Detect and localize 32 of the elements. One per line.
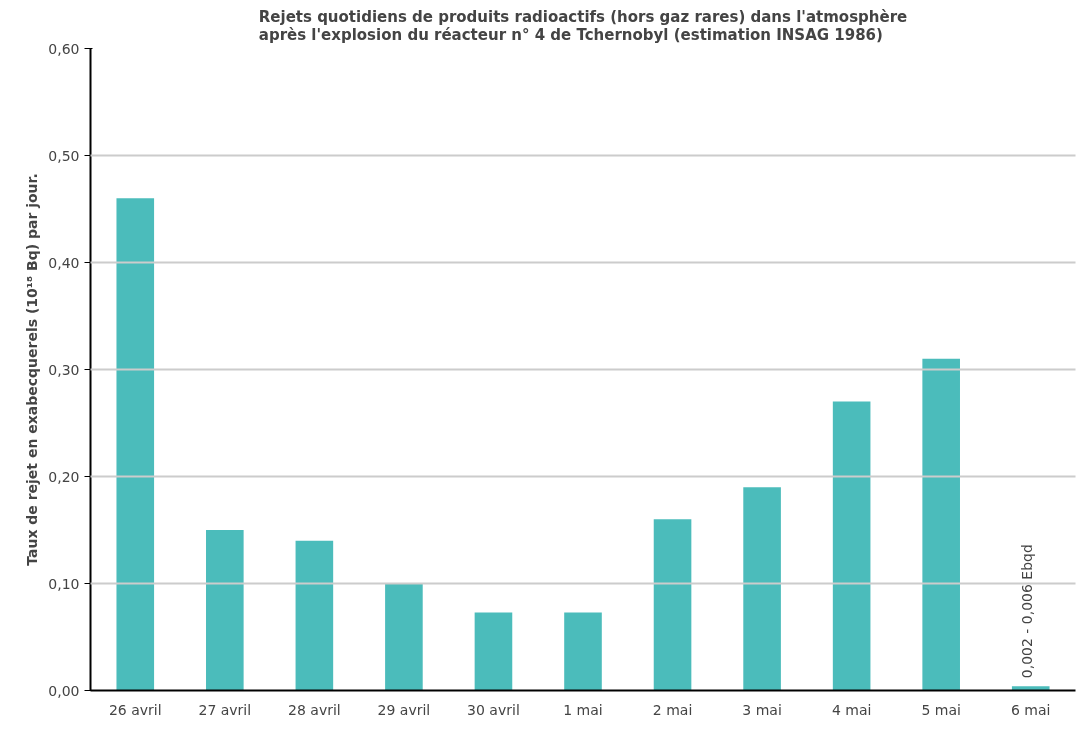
bar <box>922 358 960 691</box>
bar <box>653 519 692 691</box>
bar <box>385 583 423 691</box>
bar <box>206 530 244 691</box>
x-tick-label: 1 mai <box>563 701 603 718</box>
bar <box>295 540 334 691</box>
bar <box>116 198 155 691</box>
x-tick-label: 28 avril <box>288 701 341 718</box>
bar <box>743 487 781 691</box>
y-tick-label: 0,00 <box>48 682 80 699</box>
bar <box>564 612 602 691</box>
x-tick-label: 3 mai <box>742 701 782 718</box>
y-tick-label: 0,20 <box>48 468 80 485</box>
bar <box>474 612 513 691</box>
y-tick-label: 0,50 <box>48 147 80 164</box>
x-tick-label: 30 avril <box>467 701 520 718</box>
x-tick-label: 5 mai <box>921 701 961 718</box>
x-tick-label: 2 mai <box>652 701 693 718</box>
y-tick-label: 0,60 <box>48 40 80 57</box>
chart-title: Rejets quotidiens de produits radioactifs (hors gaz rares) dans l'atmosphère après l'explosion du réacteur n° 4 de Tchernobyl (estimation INSAG 1986) <box>258 7 908 44</box>
annotation: 0,002 - 0,006 Ebqd <box>1019 544 1036 679</box>
y-axis-title: Taux de rejet en exabecquerels (10¹⁸ Bq) par jour. <box>24 173 41 566</box>
y-tick-label: 0,30 <box>48 361 80 378</box>
x-tick-label: 4 mai <box>831 701 872 718</box>
x-tick-label: 26 avril <box>108 701 162 718</box>
y-tick-label: 0,10 <box>48 575 80 592</box>
bar <box>1011 686 1050 691</box>
y-tick-label: 0,40 <box>48 254 80 271</box>
x-tick-label: 27 avril <box>198 701 252 718</box>
x-tick-label: 29 avril <box>377 701 431 718</box>
bar <box>832 401 871 691</box>
x-tick-label: 6 mai <box>1011 701 1051 718</box>
